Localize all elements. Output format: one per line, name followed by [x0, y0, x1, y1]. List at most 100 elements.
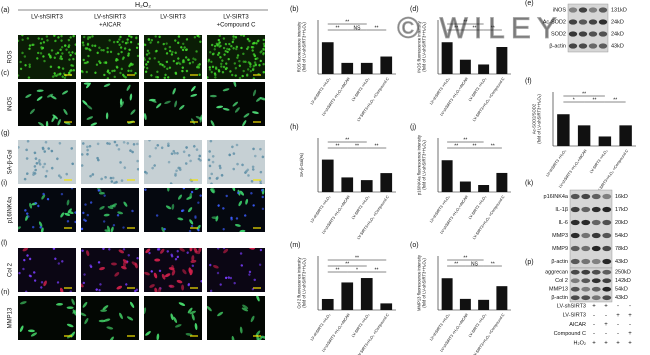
treatment-mark: +: [604, 304, 608, 310]
column-label: LV-shSIRT3: [31, 15, 63, 21]
treatment-mark: +: [604, 322, 608, 328]
cells: [18, 248, 72, 292]
micrograph-bg: [18, 296, 76, 340]
cell: [197, 228, 200, 232]
cell: [222, 65, 226, 69]
cell: [82, 44, 85, 47]
treatment-label: LV-shSIRT3: [557, 303, 586, 309]
blot-band: [602, 193, 612, 200]
cell: [116, 40, 119, 44]
panel-letter: (l): [1, 240, 7, 247]
cell: [178, 302, 186, 306]
cell: [214, 76, 217, 79]
protein-label: β-actin: [551, 295, 568, 301]
significance-label: **: [345, 137, 349, 143]
cell: [65, 172, 69, 176]
cell: [47, 147, 51, 150]
protein-label: MMP13: [549, 287, 568, 293]
cell: [248, 39, 251, 43]
cell: [53, 72, 56, 75]
blot-band: [568, 31, 578, 37]
bar: [557, 114, 570, 146]
cell: [120, 179, 124, 182]
cell: [220, 174, 224, 177]
cell: [53, 56, 56, 59]
cell: [50, 49, 54, 52]
cell: [178, 194, 183, 200]
micrograph: [207, 82, 265, 126]
cells: [81, 188, 134, 232]
cell: [113, 181, 116, 184]
cell: [234, 74, 237, 77]
cell: [86, 250, 90, 257]
cell: [175, 324, 182, 328]
cell: [37, 204, 40, 208]
cell: [255, 42, 258, 45]
cell: [136, 167, 139, 171]
cell: [102, 305, 109, 310]
cell: [71, 162, 74, 166]
column-label: LV-shSIRT3: [94, 15, 126, 21]
cell: [49, 65, 53, 68]
cell: [68, 58, 71, 61]
cell: [74, 211, 76, 214]
cell: [122, 75, 126, 78]
cell: [144, 271, 150, 276]
cell: [150, 270, 153, 273]
cell: [259, 180, 262, 183]
cell: [72, 69, 76, 72]
cell: [106, 142, 109, 145]
cell: [82, 211, 85, 215]
cell: [108, 39, 111, 42]
blot-band: [602, 295, 612, 301]
bar: [496, 172, 508, 192]
significance-label: NS: [471, 261, 479, 267]
cell: [55, 52, 58, 56]
panel-letter: (d): [410, 6, 419, 13]
cell: [190, 224, 194, 228]
cell: [231, 335, 235, 340]
cell: [182, 188, 186, 190]
cell: [232, 35, 235, 38]
cell: [190, 190, 194, 194]
cell: [239, 326, 243, 334]
blot-band: [581, 269, 591, 275]
cell: [129, 301, 135, 308]
cell: [23, 177, 27, 181]
blot-band: [602, 232, 612, 239]
x-tick-label: LV-SIRT3 +H₂O₂: [468, 312, 488, 338]
cell: [261, 189, 264, 192]
y-axis-label: ROS fluorescence intensity: [297, 21, 302, 72]
cell: [81, 282, 84, 288]
cell: [252, 77, 256, 79]
cell: [98, 191, 105, 195]
cell: [91, 173, 95, 176]
cell: [81, 249, 84, 252]
treatment-mark: +: [628, 331, 632, 337]
cell: [121, 265, 127, 270]
row-label: ROS: [8, 50, 14, 63]
bar: [341, 177, 354, 192]
cell: [148, 251, 151, 255]
cell: [144, 70, 148, 73]
cell: [194, 215, 197, 218]
cell: [229, 276, 233, 280]
cell: [42, 55, 45, 58]
blot-band: [578, 43, 588, 49]
cell: [217, 311, 224, 317]
cell: [208, 150, 211, 153]
cell: [176, 151, 179, 155]
cell: [45, 35, 49, 38]
cell: [33, 271, 36, 274]
cell: [118, 38, 121, 41]
cell: [71, 298, 75, 306]
cell: [148, 57, 151, 60]
cell: [126, 142, 130, 145]
cell: [53, 74, 57, 77]
cell: [155, 49, 158, 53]
cell: [250, 45, 254, 49]
cell: [120, 101, 124, 108]
micrograph-bg: [81, 188, 139, 232]
cells: [144, 188, 202, 232]
cell: [209, 263, 212, 267]
